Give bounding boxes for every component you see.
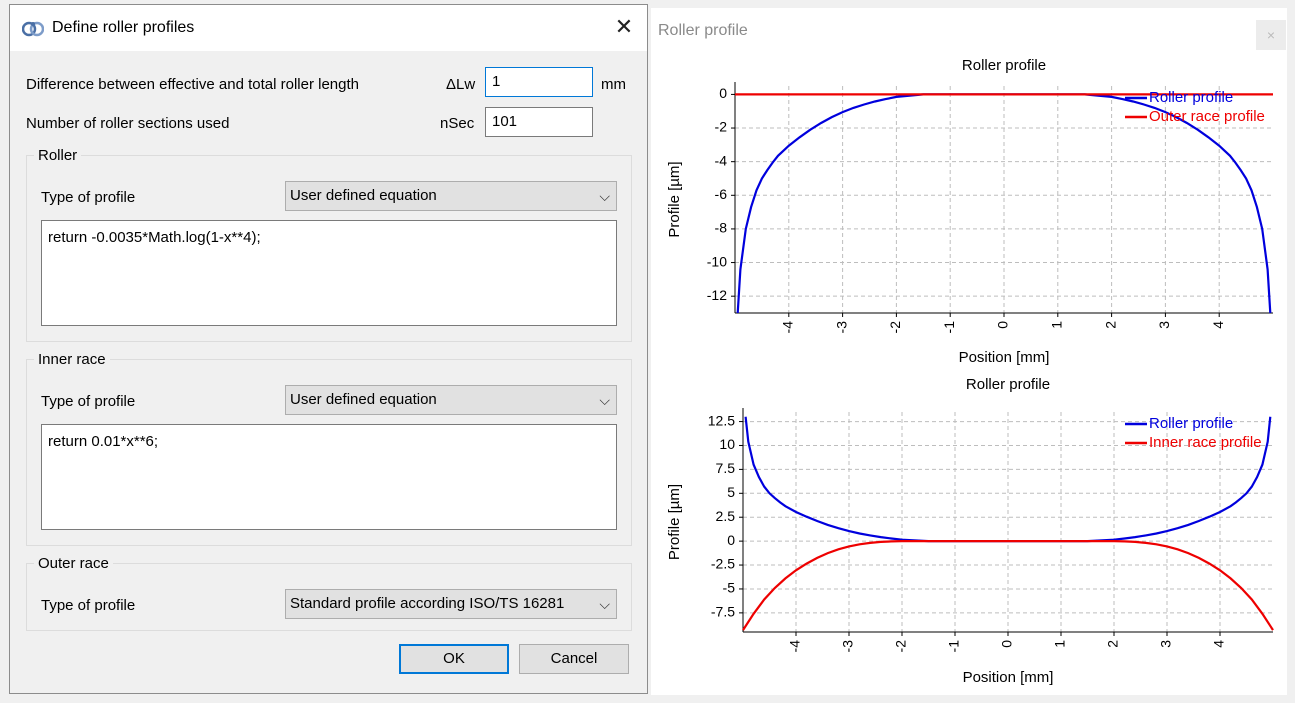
outer-race-group-title: Outer race xyxy=(34,555,113,572)
y-tick-label: -2.5 xyxy=(711,556,735,572)
x-tick-label: -2 xyxy=(893,640,909,653)
inner-type-value: User defined equation xyxy=(290,391,437,408)
x-tick-label: -3 xyxy=(833,321,849,334)
inner-type-label: Type of profile xyxy=(41,393,136,410)
x-tick-label: -3 xyxy=(840,640,856,653)
y-tick-label: 5 xyxy=(727,484,735,500)
chevron-down-icon: ⌵ xyxy=(599,392,610,408)
x-tick-label: 0 xyxy=(995,321,1011,329)
inner-type-select[interactable]: User defined equation ⌵ xyxy=(285,385,617,415)
y-tick-label: 0 xyxy=(727,532,735,548)
roller-group-title: Roller xyxy=(34,147,82,164)
chart-2: Roller profile -4 -3 -2 -1 0 1 2 3 4 12.5 10 7.5 5 2.5… xyxy=(666,376,1274,686)
outer-race-group xyxy=(26,563,632,631)
x-axis-label: Position [mm] xyxy=(959,349,1050,366)
diff-length-symbol: ΔLw xyxy=(446,76,476,93)
y-axis-label: Profile [µm] xyxy=(666,484,683,560)
nsec-input[interactable]: 101 xyxy=(485,107,593,137)
charts-canvas: Roller profile-4 -3 -2 -1 0 1 2 3 40-2-4-6-8-10-… xyxy=(666,57,1274,686)
y-tick-label: 0 xyxy=(719,85,727,101)
inner-race-group xyxy=(26,359,632,546)
series-line-2 xyxy=(742,539,1274,631)
inner-race-group-title: Inner race xyxy=(34,351,110,368)
y-tick-label: 7.5 xyxy=(716,460,736,476)
x-tick-label: 0 xyxy=(999,640,1015,648)
chart-1: Roller profile-4 -3 -2 -1 0 1 2 3 40-2-4-6-8-10-… xyxy=(666,57,1273,366)
series-line-1 xyxy=(736,93,1272,314)
chevron-down-icon: ⌵ xyxy=(599,596,610,612)
x-tick-label: 1 xyxy=(1049,321,1065,329)
y-tick-label: -6 xyxy=(715,186,728,202)
x-tick-label: 3 xyxy=(1156,321,1172,329)
dialog-title: Define roller profiles xyxy=(52,19,195,36)
x-tick-label: -4 xyxy=(780,321,796,334)
roller-type-select[interactable]: User defined equation ⌵ xyxy=(285,181,617,211)
x-tick-label: 2 xyxy=(1102,321,1118,329)
roller-equation-textarea[interactable]: return -0.0035*Math.log(1-x**4); xyxy=(41,220,617,326)
nsec-symbol: nSec xyxy=(440,115,475,132)
outer-type-label: Type of profile xyxy=(41,597,136,614)
diff-length-unit: mm xyxy=(601,76,626,93)
y-tick-label: -5 xyxy=(723,580,736,596)
x-axis-label: Position [mm] xyxy=(963,669,1054,686)
legend-label: Outer race profile xyxy=(1149,108,1265,125)
y-tick-label: 12.5 xyxy=(708,412,735,428)
outer-type-select[interactable]: Standard profile according ISO/TS 16281 … xyxy=(285,589,617,619)
y-tick-label: -4 xyxy=(715,152,728,168)
y-tick-label: 10 xyxy=(719,436,735,452)
ok-button[interactable]: OK xyxy=(399,644,509,674)
x-tick-label: -4 xyxy=(787,640,803,653)
chevron-down-icon: ⌵ xyxy=(599,188,610,204)
legend-label: Inner race profile xyxy=(1149,434,1262,451)
legend-label: Roller profile xyxy=(1149,89,1233,106)
chart-title: Roller profile xyxy=(966,376,1050,393)
close-icon[interactable]: ✕ xyxy=(614,14,634,39)
x-tick-label: 2 xyxy=(1105,640,1121,648)
roller-type-label: Type of profile xyxy=(41,189,136,206)
roller-group xyxy=(26,155,632,342)
chart-title: Roller profile xyxy=(962,57,1046,74)
diff-length-input[interactable]: 1 xyxy=(485,67,593,97)
y-tick-label: -8 xyxy=(715,220,728,236)
y-tick-label: -7.5 xyxy=(711,604,735,620)
x-tick-label: -2 xyxy=(887,321,903,334)
dialog-titlebar: Define roller profiles ✕ xyxy=(10,5,647,51)
diff-length-label: Difference between effective and total r… xyxy=(26,76,359,93)
nsec-label: Number of roller sections used xyxy=(26,115,230,132)
define-roller-profiles-dialog: Define roller profiles ✕ Difference betw… xyxy=(9,4,648,694)
x-tick-label: -1 xyxy=(946,640,962,653)
y-tick-label: -2 xyxy=(715,119,728,135)
x-tick-label: 3 xyxy=(1158,640,1174,648)
app-icon xyxy=(22,21,44,37)
y-axis-label: Profile [µm] xyxy=(666,161,683,237)
plot-window-title: Roller profile xyxy=(658,22,748,39)
outer-type-value: Standard profile according ISO/TS 16281 xyxy=(290,595,565,612)
roller-type-value: User defined equation xyxy=(290,187,437,204)
legend-label: Roller profile xyxy=(1149,415,1233,432)
close-icon[interactable]: × xyxy=(1256,20,1286,50)
x-tick-label: 4 xyxy=(1210,321,1226,329)
roller-profile-window: Roller profile × Roller profile -4 -3 -2 -1 0… xyxy=(651,8,1287,695)
x-tick-label: 4 xyxy=(1211,640,1227,648)
x-tick-label: -1 xyxy=(941,321,957,334)
cancel-button[interactable]: Cancel xyxy=(519,644,629,674)
y-tick-label: 2.5 xyxy=(716,508,736,524)
y-tick-label: -10 xyxy=(707,253,727,269)
x-tick-label: 1 xyxy=(1052,640,1068,648)
y-tick-label: -12 xyxy=(707,287,727,303)
inner-equation-textarea[interactable]: return 0.01*x**6; xyxy=(41,424,617,530)
